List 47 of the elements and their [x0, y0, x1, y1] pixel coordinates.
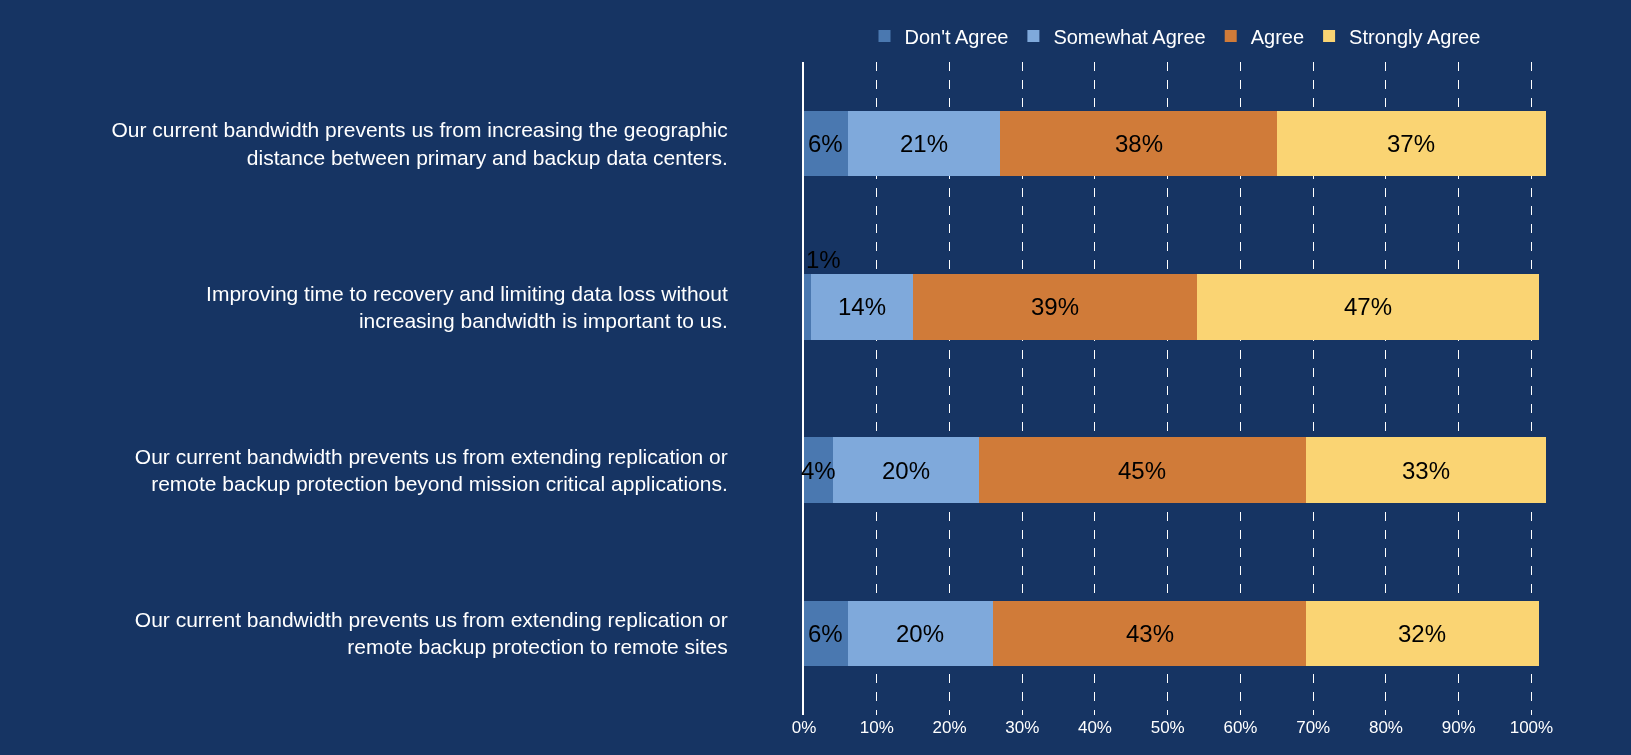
- data-label: 6%: [808, 620, 843, 647]
- y-tick-label: Improving time to recovery and limiting data loss without increasing bandwidth is important to us.: [206, 281, 728, 332]
- data-label: 38%: [1115, 130, 1164, 157]
- bar: [913, 274, 1197, 340]
- y-tick-label: Our current bandwidth prevents us from extending replication or remote backup protection beyond mission critical applications.: [134, 444, 728, 496]
- data-label: 1%: [806, 246, 841, 273]
- x-tick-label: 100%: [1509, 718, 1554, 737]
- bar: [811, 274, 914, 340]
- bar: [1305, 600, 1539, 667]
- data-label: 14%: [838, 293, 887, 320]
- data-label: 37%: [1387, 130, 1436, 157]
- x-tick-label: 90%: [1441, 718, 1476, 737]
- x-tick-label: 0%: [791, 718, 817, 737]
- bar: [833, 437, 979, 503]
- data-label: 33%: [1402, 457, 1451, 484]
- y-tick-label: Our current bandwidth prevents us from increasing the geographic distance between primary and backup data centers.: [111, 118, 728, 169]
- data-label: 45%: [1118, 457, 1167, 484]
- bar: [1276, 110, 1546, 177]
- bar: [993, 600, 1306, 667]
- bar: [1196, 274, 1539, 340]
- data-label: 47%: [1344, 293, 1393, 320]
- data-label: 39%: [1031, 293, 1080, 320]
- data-label: 20%: [882, 457, 931, 484]
- legend-label: Somewhat Agree: [1053, 25, 1206, 48]
- bar: [804, 274, 812, 340]
- x-tick-label: 50%: [1150, 718, 1185, 737]
- data-label: 20%: [896, 620, 945, 647]
- data-label: 43%: [1126, 620, 1175, 647]
- x-tick-label: 20%: [932, 718, 967, 737]
- bar: [978, 437, 1306, 503]
- bar: [847, 110, 1001, 177]
- x-tick-label: 70%: [1296, 718, 1331, 737]
- legend-label: Don't Agree: [904, 25, 1009, 48]
- data-label: 32%: [1398, 620, 1447, 647]
- bar: [847, 600, 994, 667]
- bar: [1000, 110, 1277, 177]
- legend-label: Strongly Agree: [1349, 25, 1481, 48]
- data-label: 21%: [900, 130, 949, 157]
- legend-label: Agree: [1250, 25, 1305, 48]
- x-tick-label: 60%: [1223, 718, 1258, 737]
- data-label: 6%: [808, 130, 843, 157]
- y-tick-label: Our current bandwidth prevents us from extending replication or remote backup protection to remote sites: [134, 608, 728, 659]
- x-tick-label: 40%: [1077, 718, 1112, 737]
- x-tick-label: 10%: [859, 718, 894, 737]
- bar: [1305, 437, 1546, 503]
- x-tick-label: 80%: [1368, 718, 1403, 737]
- x-tick-label: 30%: [1005, 718, 1040, 737]
